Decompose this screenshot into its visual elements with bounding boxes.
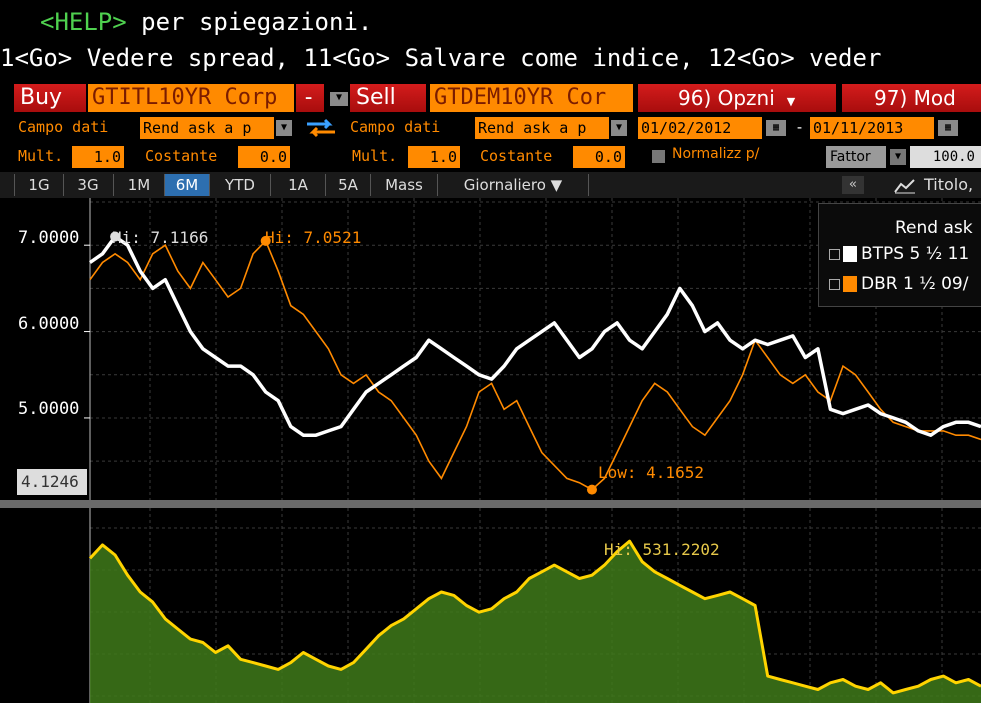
chart-divider[interactable] xyxy=(0,500,981,508)
calendar-start-icon[interactable]: ▦ xyxy=(766,120,786,136)
tab-1m[interactable]: 1M xyxy=(114,174,165,196)
swap-icon[interactable] xyxy=(303,117,339,139)
chart-legend: Rend ask BTPS 5 ½ 11 DBR 1 ½ 09/ xyxy=(818,203,981,307)
ytick-6: 6.0000 xyxy=(18,314,80,334)
ticker1-field[interactable]: GTITL10YR Corp xyxy=(88,84,294,112)
costante-label-2: Costante xyxy=(480,147,553,165)
series-dbr-line xyxy=(89,239,981,491)
campo-select-1[interactable]: Rend ask a p xyxy=(140,117,274,139)
mult-label-2: Mult. xyxy=(352,147,398,165)
tab-frequency-dropdown[interactable]: Giornaliero ▼ xyxy=(438,174,589,196)
campo-dropdown-2-icon[interactable]: ▼ xyxy=(611,120,627,136)
tab-5a[interactable]: 5A xyxy=(326,174,371,196)
minus-button[interactable]: - xyxy=(296,84,324,112)
tab-1g[interactable]: 1G xyxy=(14,174,64,196)
costante-label-1: Costante xyxy=(145,147,218,165)
low-orange-annotation: Low: 4.1652 xyxy=(598,463,704,482)
tab-3g[interactable]: 3G xyxy=(63,174,114,196)
legend-item-dbr[interactable]: DBR 1 ½ 09/ xyxy=(829,274,968,294)
help-line: <HELP> per spiegazioni. xyxy=(40,8,372,36)
ticker2-field[interactable]: GTDEM10YR Cor xyxy=(430,84,633,112)
mult-field-2[interactable]: 1.0 xyxy=(408,146,460,168)
legend-label-dbr: DBR 1 ½ 09/ xyxy=(861,274,969,294)
date-separator: - xyxy=(795,118,805,136)
spread-area xyxy=(90,541,981,703)
hi-spread-annotation: Hi: 531.2202 xyxy=(604,540,720,559)
data-field-bar: Campo dati Rend ask a p ▼ Campo dati Ren… xyxy=(0,116,981,140)
date-start-field[interactable]: 01/02/2012 xyxy=(638,117,762,139)
legend-swatch-orange xyxy=(843,276,857,292)
help-text: per spiegazioni. xyxy=(126,8,373,36)
nav-line: 1<Go> Vedere spread, 11<Go> Salvare come… xyxy=(0,44,882,72)
date-end-field[interactable]: 01/11/2013 xyxy=(810,117,934,139)
legend-title: Rend ask xyxy=(895,218,973,238)
campo-dropdown-1-icon[interactable]: ▼ xyxy=(276,120,292,136)
ytick-5: 5.0000 xyxy=(18,399,80,419)
legend-toggle-icon[interactable] xyxy=(829,248,840,260)
tab-ytd[interactable]: YTD xyxy=(210,174,271,196)
spread-line xyxy=(88,539,981,695)
chart-line-icon xyxy=(894,179,915,194)
calendar-end-icon[interactable]: ▦ xyxy=(938,120,958,136)
campo-label-2: Campo dati xyxy=(350,118,441,136)
title-button[interactable]: Titolo, xyxy=(924,175,974,194)
tab-6m[interactable]: 6M xyxy=(165,174,210,196)
factor-dropdown-icon[interactable]: ▼ xyxy=(890,149,906,165)
normalize-checkbox[interactable] xyxy=(652,150,665,163)
mult-label-1: Mult. xyxy=(18,147,64,165)
options-label: 96) Opzni xyxy=(678,86,775,110)
campo-label-1: Campo dati xyxy=(18,118,109,136)
costante-field-1[interactable]: 0.0 xyxy=(238,146,290,168)
mult-field-1[interactable]: 1.0 xyxy=(72,146,124,168)
hi-orange-annotation: Hi: 7.0521 xyxy=(265,228,362,247)
legend-item-btps[interactable]: BTPS 5 ½ 11 xyxy=(829,244,969,264)
options-button[interactable]: 96) Opzni ▼ xyxy=(638,84,836,112)
low-orange-marker xyxy=(586,484,597,495)
spread-chart[interactable] xyxy=(0,508,981,703)
buy-button[interactable]: Buy xyxy=(14,84,86,112)
costante-field-2[interactable]: 0.0 xyxy=(573,146,625,168)
tab-mass[interactable]: Mass xyxy=(371,174,438,196)
multiplier-bar: Mult. 1.0 Costante 0.0 Mult. 1.0 Costant… xyxy=(0,145,981,169)
hi-white-marker xyxy=(110,231,121,242)
tab-1a[interactable]: 1A xyxy=(271,174,326,196)
factor-button[interactable]: Fattor xyxy=(826,146,886,168)
collapse-button[interactable]: « xyxy=(842,176,864,194)
factor-value[interactable]: 100.0 xyxy=(910,146,981,168)
campo-select-2[interactable]: Rend ask a p xyxy=(475,117,609,139)
period-tabs: 1G 3G 1M 6M YTD 1A 5A Mass Giornaliero ▼… xyxy=(0,172,981,198)
hi-orange-marker xyxy=(260,235,271,246)
sell-dropdown-icon[interactable]: ▼ xyxy=(330,92,348,106)
legend-toggle-icon[interactable] xyxy=(829,278,840,290)
normalize-label: Normalizz p/ xyxy=(672,146,760,162)
options-chevron-icon: ▼ xyxy=(786,95,796,108)
sell-button[interactable]: Sell xyxy=(350,84,426,112)
hi-white-annotation: Hi: 7.1166 xyxy=(112,228,209,247)
help-tag[interactable]: <HELP> xyxy=(40,8,127,36)
legend-swatch-white xyxy=(843,246,857,262)
series-btps-line xyxy=(89,234,981,437)
securities-bar: Buy GTITL10YR Corp - ▼ Sell GTDEM10YR Co… xyxy=(0,84,981,112)
ytick-7: 7.0000 xyxy=(18,228,80,248)
legend-label-btps: BTPS 5 ½ 11 xyxy=(861,244,970,264)
mod-button[interactable]: 97) Mod xyxy=(842,84,981,112)
top-grid xyxy=(90,198,981,500)
yield-chart[interactable] xyxy=(0,198,981,500)
last-value-label: 4.1246 xyxy=(17,469,87,495)
